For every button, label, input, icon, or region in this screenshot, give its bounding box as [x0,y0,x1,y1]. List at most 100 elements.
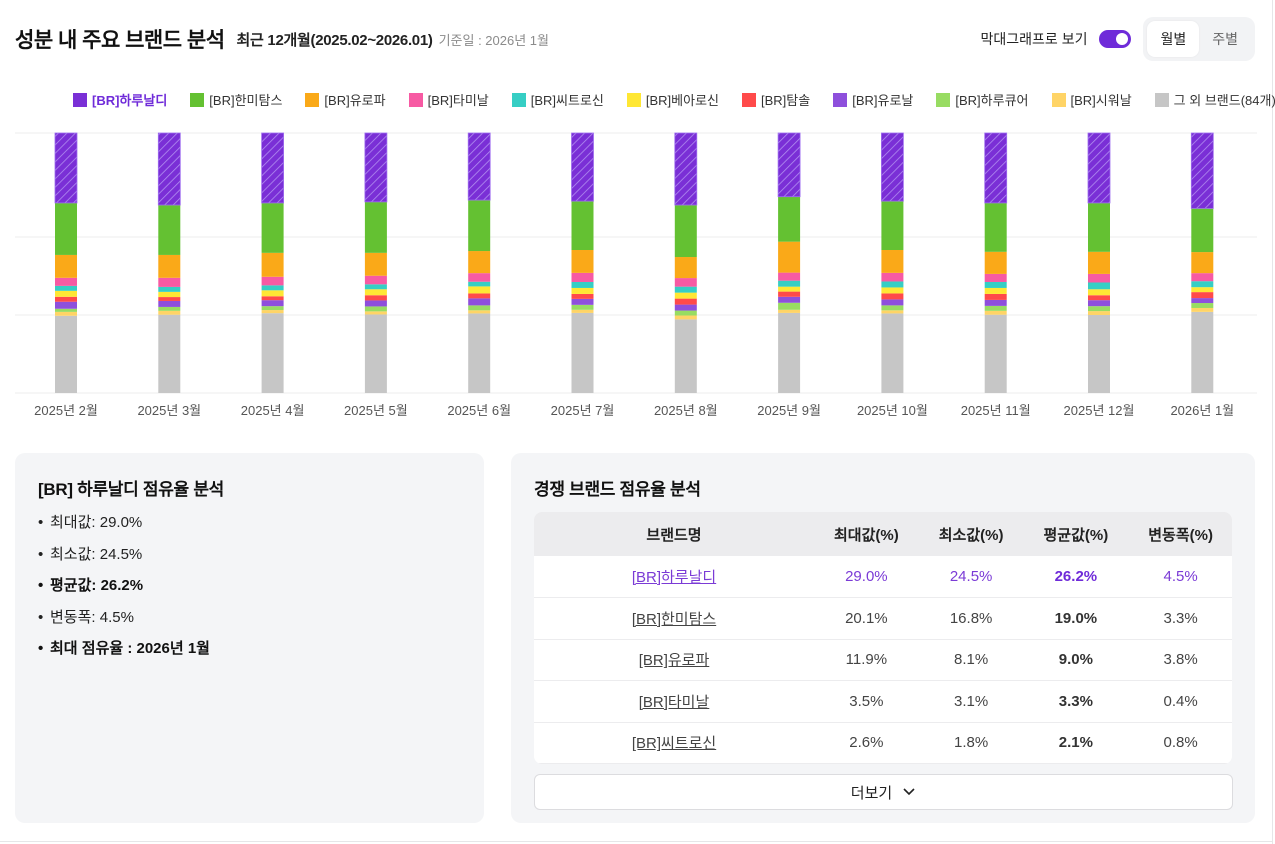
bar-segment[interactable] [261,300,284,307]
bar-segment[interactable] [984,132,1008,204]
bar-segment[interactable] [984,293,1007,300]
bar-segment[interactable] [1191,303,1214,308]
bar-segment[interactable] [364,284,387,290]
legend-item[interactable]: [BR]한미탐스 [190,90,282,109]
tab-monthly[interactable]: 월별 [1147,21,1200,57]
bar-segment[interactable] [364,201,387,253]
bar-segment[interactable] [674,292,697,299]
legend-item[interactable]: [BR]하루큐어 [936,90,1029,109]
bar-segment[interactable] [1191,252,1214,274]
legend-item[interactable]: [BR]시워날 [1051,90,1132,109]
bar-segment[interactable] [261,276,284,286]
bar-segment[interactable] [881,310,904,314]
bar-segment[interactable] [571,312,594,393]
bar-segment[interactable] [364,295,387,301]
bar-segment[interactable] [468,251,491,274]
brand-link[interactable]: [BR]타미날 [638,693,710,711]
brand-link[interactable]: [BR]하루날디 [631,569,717,586]
brand-link[interactable]: [BR]유로파 [638,652,710,670]
bar-segment[interactable] [1088,289,1110,296]
bar-segment[interactable] [1088,315,1110,393]
bar-segment[interactable] [364,252,387,276]
bar-segment[interactable] [364,132,388,203]
bar-segment[interactable] [157,132,181,206]
bar-segment[interactable] [158,306,181,311]
load-more-button[interactable]: 더보기 [534,774,1233,810]
bar-segment[interactable] [55,308,77,312]
bar-segment[interactable] [158,286,181,292]
bar-segment[interactable] [364,300,387,307]
legend-item[interactable]: [BR]씨트로신 [511,90,604,109]
bar-segment[interactable] [571,298,594,305]
bar-segment[interactable] [571,272,594,282]
bar-segment[interactable] [674,257,697,279]
bar-segment[interactable] [261,285,284,291]
bar-segment[interactable] [674,319,697,393]
bar-segment[interactable] [778,291,801,297]
bar-stack[interactable] [674,132,698,393]
legend-item[interactable]: [BR]탐솔 [742,90,810,109]
bar-segment[interactable] [468,200,491,252]
legend-item[interactable]: 그 외 브랜드(84개) [1154,90,1275,109]
bar-stack[interactable] [777,132,801,393]
bar-stack[interactable] [1087,132,1111,393]
bar-segment[interactable] [468,281,491,287]
bar-segment[interactable] [468,273,491,282]
legend-item[interactable]: [BR]유로파 [305,90,386,109]
bar-segment[interactable] [55,277,77,286]
bar-segment[interactable] [364,314,387,393]
bar-segment[interactable] [571,281,594,288]
bar-stack[interactable] [157,132,181,393]
bar-segment[interactable] [261,132,285,204]
bar-segment[interactable] [1191,287,1214,293]
legend-item[interactable]: [BR]하루날디 [73,90,167,109]
bar-stack[interactable] [1190,132,1214,393]
bar-segment[interactable] [55,311,77,316]
bar-segment[interactable] [1191,281,1214,288]
bar-segment[interactable] [468,293,491,299]
bar-segment[interactable] [984,202,1007,252]
bar-segment[interactable] [55,296,77,302]
bar-segment[interactable] [1088,295,1110,301]
bar-segment[interactable] [778,280,801,287]
bar-segment[interactable] [881,313,904,393]
bar-segment[interactable] [261,252,284,277]
bar-segment[interactable] [571,287,594,294]
bar-segment[interactable] [158,314,181,393]
bar-stack[interactable] [984,132,1008,393]
bar-segment[interactable] [778,196,801,242]
bar-segment[interactable] [1088,300,1110,307]
bar-segment[interactable] [1191,311,1214,393]
bar-segment[interactable] [984,310,1007,315]
bar-segment[interactable] [158,310,181,315]
bar-segment[interactable] [674,310,697,316]
bar-segment[interactable] [778,312,801,393]
bar-segment[interactable] [55,254,77,278]
bar-segment[interactable] [881,272,904,282]
bar-segment[interactable] [261,290,284,297]
legend-item[interactable]: [BR]베아로신 [626,90,719,109]
bar-segment[interactable] [54,132,78,204]
tab-weekly[interactable]: 주별 [1212,31,1238,47]
bar-segment[interactable] [468,313,491,393]
bar-segment[interactable] [881,132,904,202]
bar-segment[interactable] [674,298,697,305]
bar-segment[interactable] [1088,282,1110,290]
bar-segment[interactable] [984,273,1007,282]
bar-segment[interactable] [55,285,77,291]
bar-segment[interactable] [468,305,491,311]
bar-stack[interactable] [364,132,388,393]
bar-segment[interactable] [261,296,284,301]
legend-item[interactable]: [BR]유로날 [833,90,913,109]
bar-segment[interactable] [1191,307,1214,312]
bar-segment[interactable] [984,251,1007,274]
bar-stack[interactable] [571,132,594,393]
bar-segment[interactable] [158,254,181,278]
bar-segment[interactable] [364,275,387,285]
brand-link[interactable]: [BR]씨트로신 [631,735,717,753]
bar-segment[interactable] [778,286,801,292]
bar-stack[interactable] [881,132,904,393]
bar-segment[interactable] [571,201,594,250]
bar-segment[interactable] [158,205,181,255]
bar-segment[interactable] [1191,292,1214,299]
